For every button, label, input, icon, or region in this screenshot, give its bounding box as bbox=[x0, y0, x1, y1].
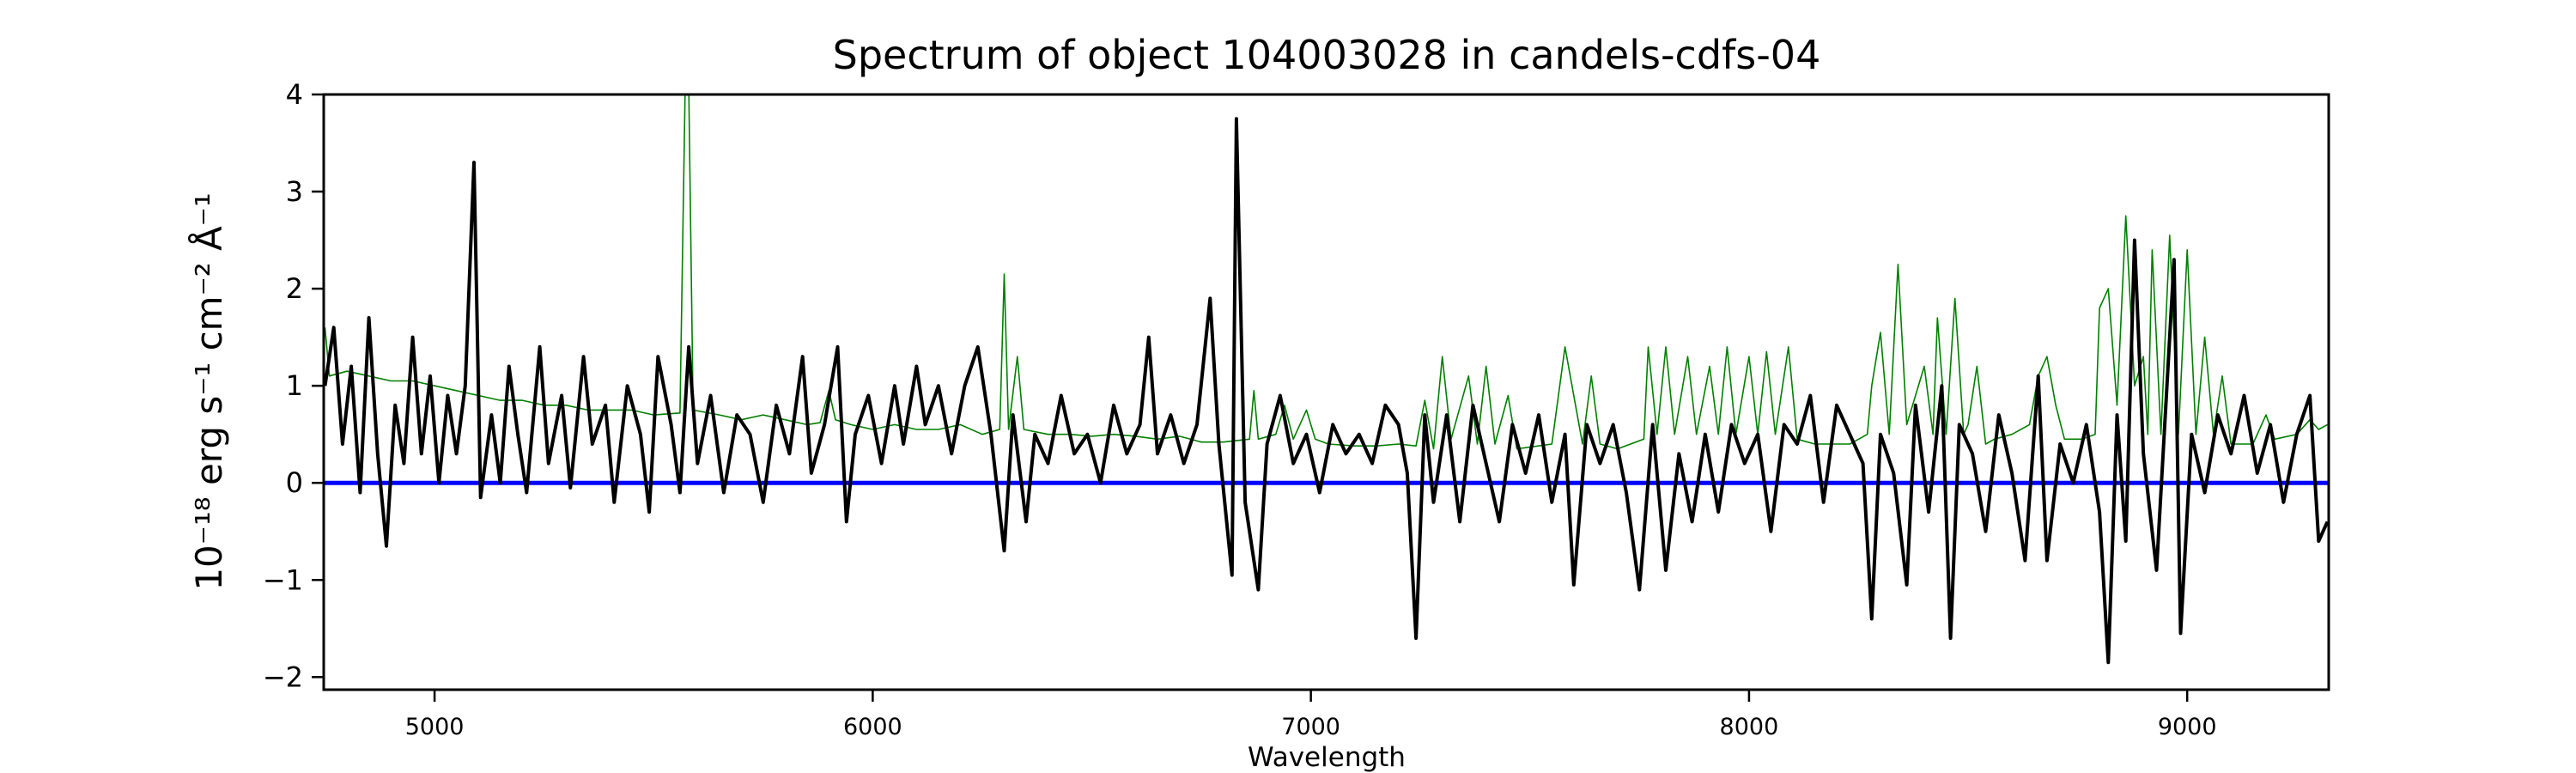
x-tick-label: 8000 bbox=[1720, 714, 1779, 740]
x-tick-label: 5000 bbox=[405, 714, 465, 740]
plot-area: 5000 6000 7000 8000 9000 4 3 2 1 0 −1 −2 bbox=[263, 78, 2330, 740]
y-tick-label: 3 bbox=[286, 175, 303, 208]
y-tick-label: 4 bbox=[286, 78, 303, 111]
series-line-flux bbox=[324, 117, 2329, 665]
plot-frame bbox=[322, 93, 2330, 691]
x-axis-label: Wavelength bbox=[1248, 742, 1406, 773]
chart-title: Spectrum of object 104003028 in candels-… bbox=[833, 32, 1821, 78]
y-tick-label: 0 bbox=[286, 466, 303, 499]
y-tick-label: −1 bbox=[263, 563, 303, 596]
y-tick-label: 1 bbox=[286, 369, 303, 402]
x-tick-label: 7000 bbox=[1281, 714, 1340, 740]
series-line-error bbox=[324, 94, 2328, 450]
y-tick-label: −2 bbox=[263, 660, 303, 693]
y-axis-label: 10⁻¹⁸ erg s⁻¹ cm⁻² Å⁻¹ bbox=[187, 192, 230, 590]
x-tick-label: 6000 bbox=[843, 714, 902, 740]
y-tick-label: 2 bbox=[286, 272, 303, 305]
x-tick-label: 9000 bbox=[2158, 714, 2217, 740]
